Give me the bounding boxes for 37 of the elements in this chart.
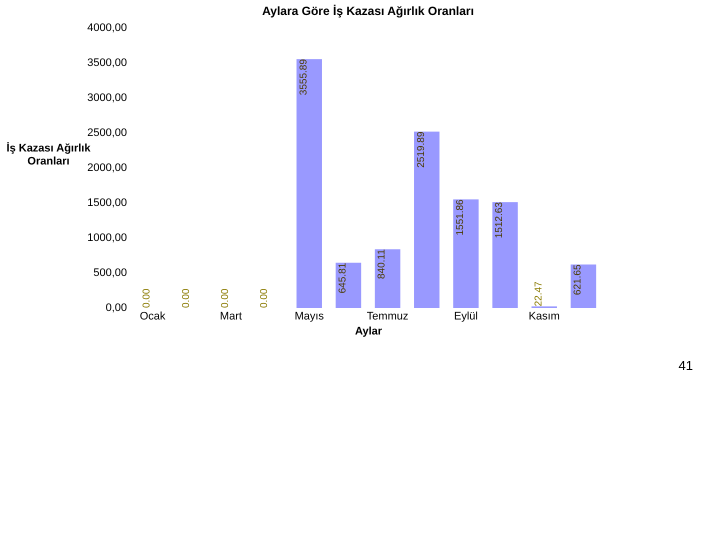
y-tick-label: 0,00 bbox=[106, 302, 127, 314]
y-tick-label: 4000,00 bbox=[87, 22, 127, 34]
data-label: 621.65 bbox=[572, 264, 584, 296]
x-tick-label: Temmuz bbox=[366, 310, 408, 322]
bar bbox=[414, 132, 440, 308]
data-label: 3555.89 bbox=[298, 58, 310, 96]
bar bbox=[570, 264, 596, 308]
text: 41 bbox=[678, 358, 693, 373]
bar bbox=[374, 249, 400, 308]
data-label: 0.00 bbox=[259, 288, 270, 308]
x-tick-label: Mart bbox=[220, 310, 242, 322]
chart-title: Aylara Göre İş Kazası Ağırlık Oranları bbox=[262, 4, 474, 18]
data-label: 1512.63 bbox=[494, 202, 506, 238]
x-tick-label: Ocak bbox=[140, 310, 166, 322]
bar bbox=[296, 59, 322, 308]
y-tick-label: 500,00 bbox=[93, 267, 127, 279]
y-tick-label: 2500,00 bbox=[87, 127, 127, 139]
data-label: 0.00 bbox=[142, 288, 153, 308]
x-tick-label: Kasım bbox=[528, 310, 560, 322]
x-tick-label: Eylül bbox=[454, 310, 478, 322]
data-label: 0.00 bbox=[180, 288, 192, 308]
data-label: 22.47 bbox=[533, 280, 544, 306]
bar bbox=[453, 199, 479, 308]
data-label: 2519.89 bbox=[416, 131, 427, 168]
y-tick-label: 2000,00 bbox=[87, 162, 127, 174]
bar bbox=[336, 262, 362, 308]
data-label: 645.81 bbox=[337, 262, 348, 294]
x-axis-title: Aylar bbox=[354, 326, 383, 338]
data-label: 840.11 bbox=[376, 248, 388, 280]
y-tick-label: 1500,00 bbox=[87, 197, 127, 209]
x-tick-label: Mayıs bbox=[294, 310, 324, 322]
y-tick-label: 3000,00 bbox=[87, 92, 127, 104]
data-label: 1551.86 bbox=[454, 198, 466, 236]
data-label: 0.00 bbox=[220, 288, 231, 308]
bar bbox=[492, 202, 518, 308]
y-tick-label: 3500,00 bbox=[87, 57, 127, 69]
y-tick-label: 1000,00 bbox=[87, 232, 127, 244]
